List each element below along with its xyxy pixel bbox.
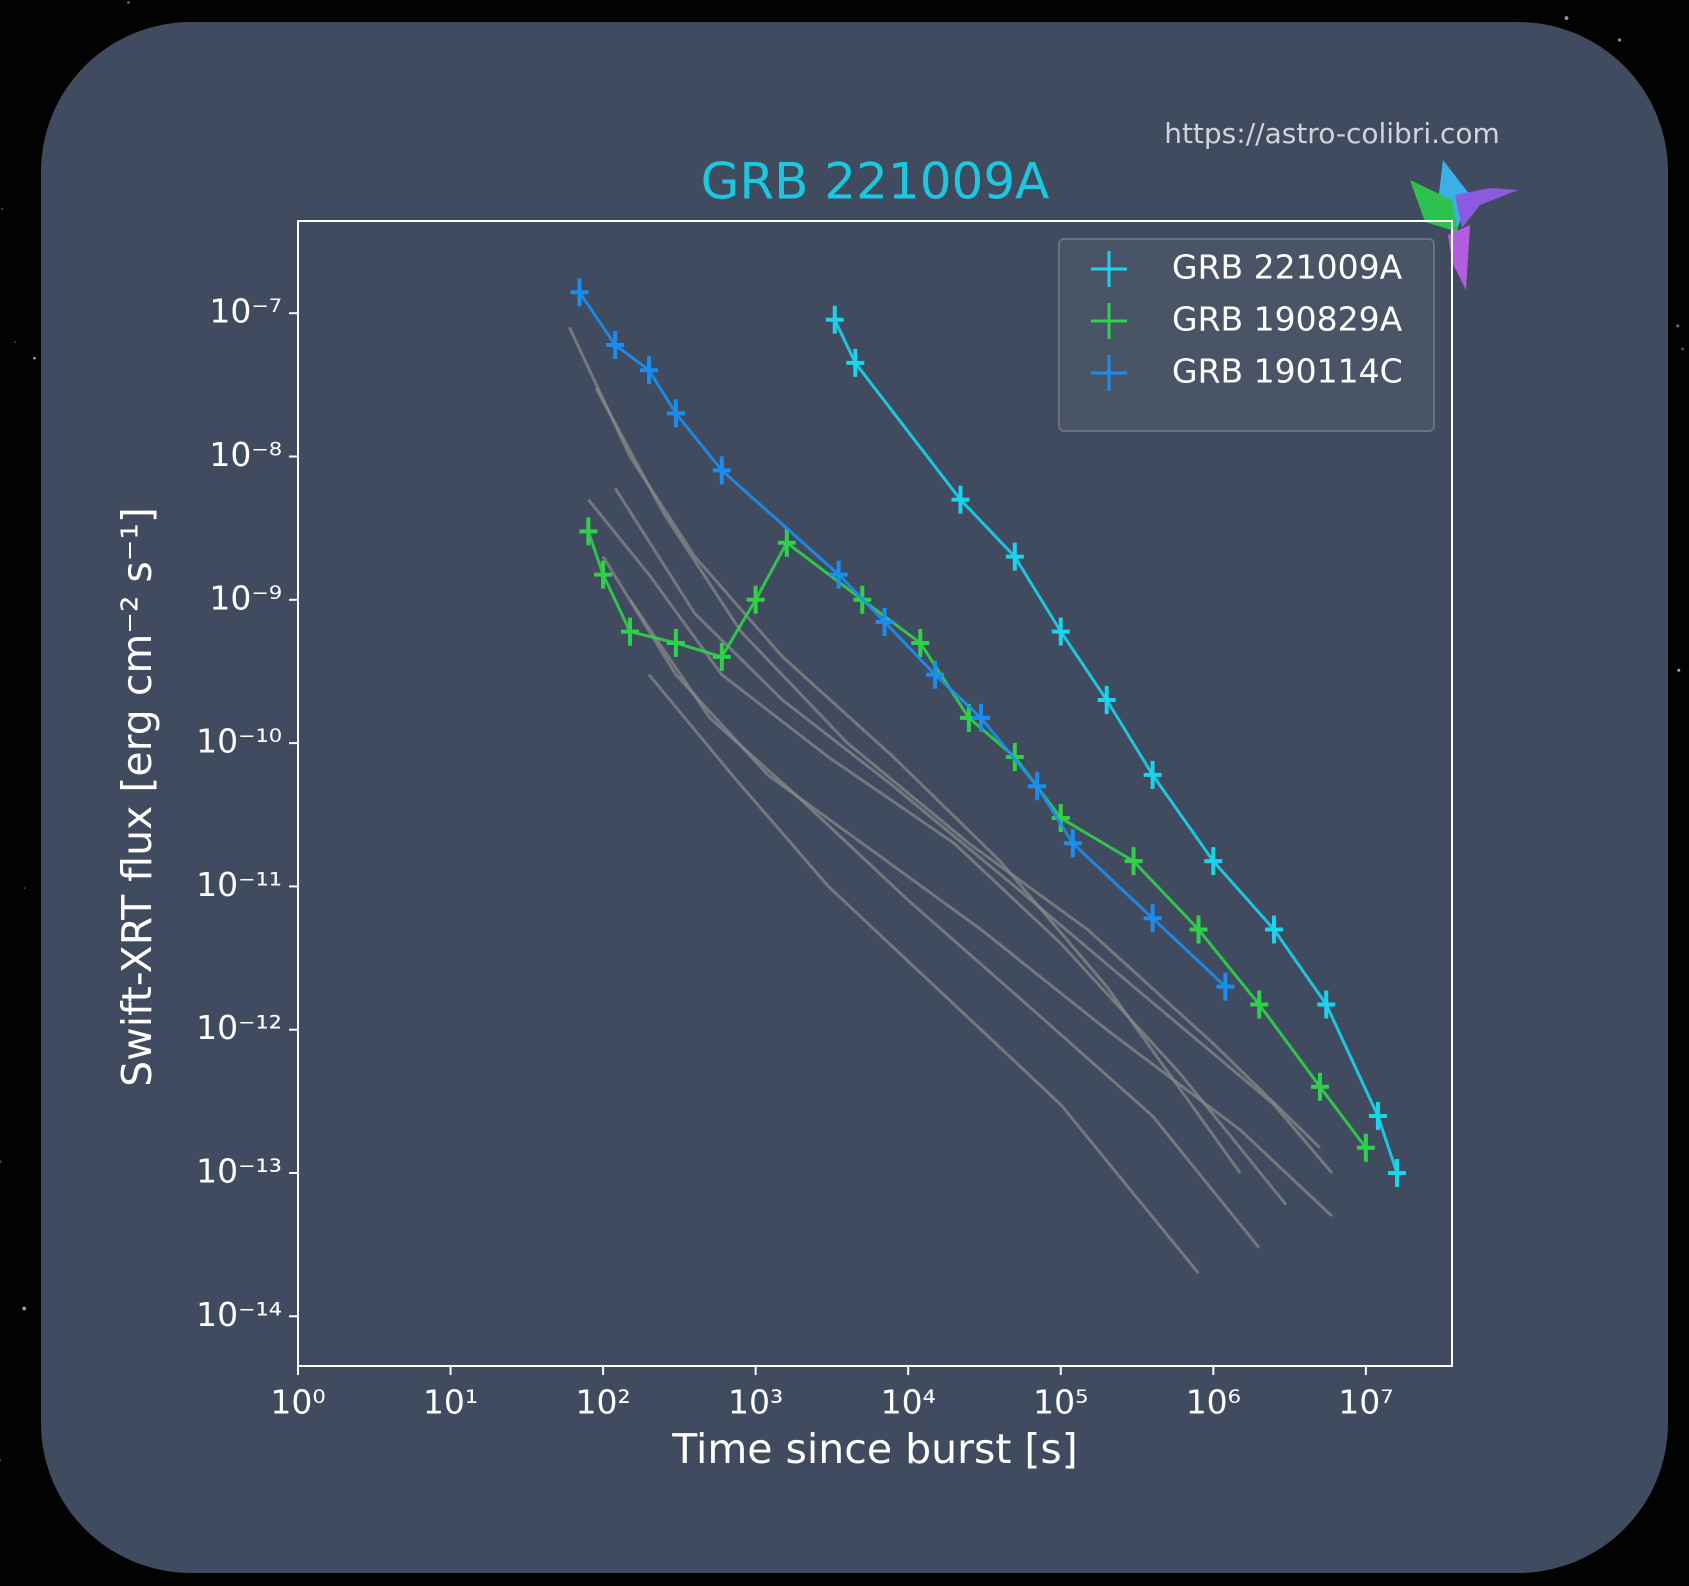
y-tick-label: 10⁻¹² bbox=[196, 1008, 282, 1047]
x-axis-label: Time since burst [s] bbox=[671, 1425, 1078, 1473]
y-tick-label: 10⁻⁸ bbox=[209, 435, 282, 474]
data-point bbox=[1028, 772, 1047, 801]
star bbox=[1676, 324, 1680, 328]
data-point bbox=[1063, 829, 1082, 858]
logo-wing bbox=[1410, 180, 1458, 232]
y-tick-label: 10⁻¹³ bbox=[196, 1152, 282, 1191]
series-line bbox=[587, 498, 1288, 1206]
data-point bbox=[825, 305, 844, 334]
data-point bbox=[829, 560, 848, 589]
star bbox=[23, 887, 26, 889]
data-point bbox=[926, 660, 945, 689]
data-point bbox=[606, 330, 625, 359]
legend-marker bbox=[1091, 251, 1127, 287]
x-tick-label: 10⁷ bbox=[1338, 1383, 1393, 1422]
star bbox=[1617, 38, 1622, 42]
star bbox=[1681, 347, 1685, 351]
data-point bbox=[1051, 617, 1070, 646]
star bbox=[22, 1306, 27, 1311]
data-point bbox=[777, 528, 796, 557]
data-point bbox=[712, 456, 731, 485]
data-point bbox=[570, 278, 589, 307]
chart-title: GRB 221009A bbox=[701, 153, 1050, 211]
data-point bbox=[1051, 804, 1070, 833]
data-point bbox=[1265, 915, 1284, 944]
x-tick-label: 10⁶ bbox=[1186, 1383, 1241, 1422]
legend-marker bbox=[1091, 355, 1127, 391]
logo-tail bbox=[1448, 225, 1470, 290]
data-point bbox=[620, 617, 639, 646]
data-point bbox=[1143, 760, 1162, 789]
data-point bbox=[640, 356, 659, 385]
data-point bbox=[971, 703, 990, 732]
star bbox=[1564, 16, 1569, 20]
x-tick-label: 10³ bbox=[728, 1383, 783, 1422]
star bbox=[33, 357, 36, 360]
data-point bbox=[1368, 1101, 1387, 1130]
data-point bbox=[951, 485, 970, 514]
x-tick-label: 10⁰ bbox=[270, 1383, 325, 1422]
legend-box bbox=[1058, 238, 1435, 432]
data-point bbox=[666, 399, 685, 428]
data-point bbox=[1250, 990, 1269, 1019]
series-line bbox=[594, 387, 1321, 1149]
star bbox=[14, 341, 16, 343]
data-point bbox=[875, 608, 894, 637]
y-tick-label: 10⁻¹⁰ bbox=[196, 722, 282, 761]
y-axis-label: Swift-XRT flux [erg cm⁻² s⁻¹] bbox=[113, 507, 161, 1087]
series-line bbox=[613, 487, 1334, 1174]
logo-head bbox=[1455, 188, 1518, 228]
data-point bbox=[846, 348, 865, 377]
series-line bbox=[833, 319, 1399, 1174]
data-point bbox=[1189, 915, 1208, 944]
y-tick-label: 10⁻¹⁴ bbox=[196, 1295, 282, 1334]
data-point bbox=[1356, 1133, 1375, 1162]
star bbox=[0, 1160, 2, 1163]
data-point bbox=[1097, 685, 1116, 714]
star bbox=[1677, 668, 1681, 672]
data-point bbox=[746, 585, 765, 614]
data-point bbox=[1143, 904, 1162, 933]
x-tick-label: 10² bbox=[575, 1383, 630, 1422]
y-tick-label: 10⁻¹¹ bbox=[196, 865, 282, 904]
x-tick-label: 10¹ bbox=[423, 1383, 478, 1422]
data-point bbox=[911, 628, 930, 657]
legend-label: GRB 190829A bbox=[1172, 300, 1403, 339]
data-point bbox=[594, 560, 613, 589]
data-point bbox=[1310, 1072, 1329, 1101]
logo bbox=[1410, 160, 1518, 290]
data-point bbox=[1005, 542, 1024, 571]
star bbox=[1, 207, 4, 211]
data-point bbox=[1204, 847, 1223, 876]
star bbox=[126, 1, 130, 4]
data-point bbox=[1124, 847, 1143, 876]
series-line bbox=[647, 673, 1200, 1275]
data-point bbox=[1388, 1159, 1406, 1188]
y-tick-label: 10⁻⁹ bbox=[209, 578, 282, 617]
legend-label: GRB 190114C bbox=[1172, 352, 1403, 391]
legend-label: GRB 221009A bbox=[1172, 248, 1403, 287]
data-point bbox=[1216, 972, 1235, 1001]
x-tick-label: 10⁵ bbox=[1033, 1383, 1088, 1422]
plot-frame bbox=[297, 220, 1453, 1367]
series-line bbox=[628, 598, 1261, 1249]
watermark: https://astro-colibri.com bbox=[1164, 117, 1500, 150]
x-tick-label: 10⁴ bbox=[881, 1383, 936, 1422]
y-tick-label: 10⁻⁷ bbox=[209, 292, 282, 331]
data-point bbox=[712, 642, 731, 671]
star bbox=[0, 1459, 2, 1462]
data-point bbox=[666, 628, 685, 657]
plot-area bbox=[567, 278, 1406, 1275]
legend-marker bbox=[1091, 303, 1127, 339]
data-point bbox=[579, 517, 598, 546]
data-point bbox=[1317, 990, 1336, 1019]
